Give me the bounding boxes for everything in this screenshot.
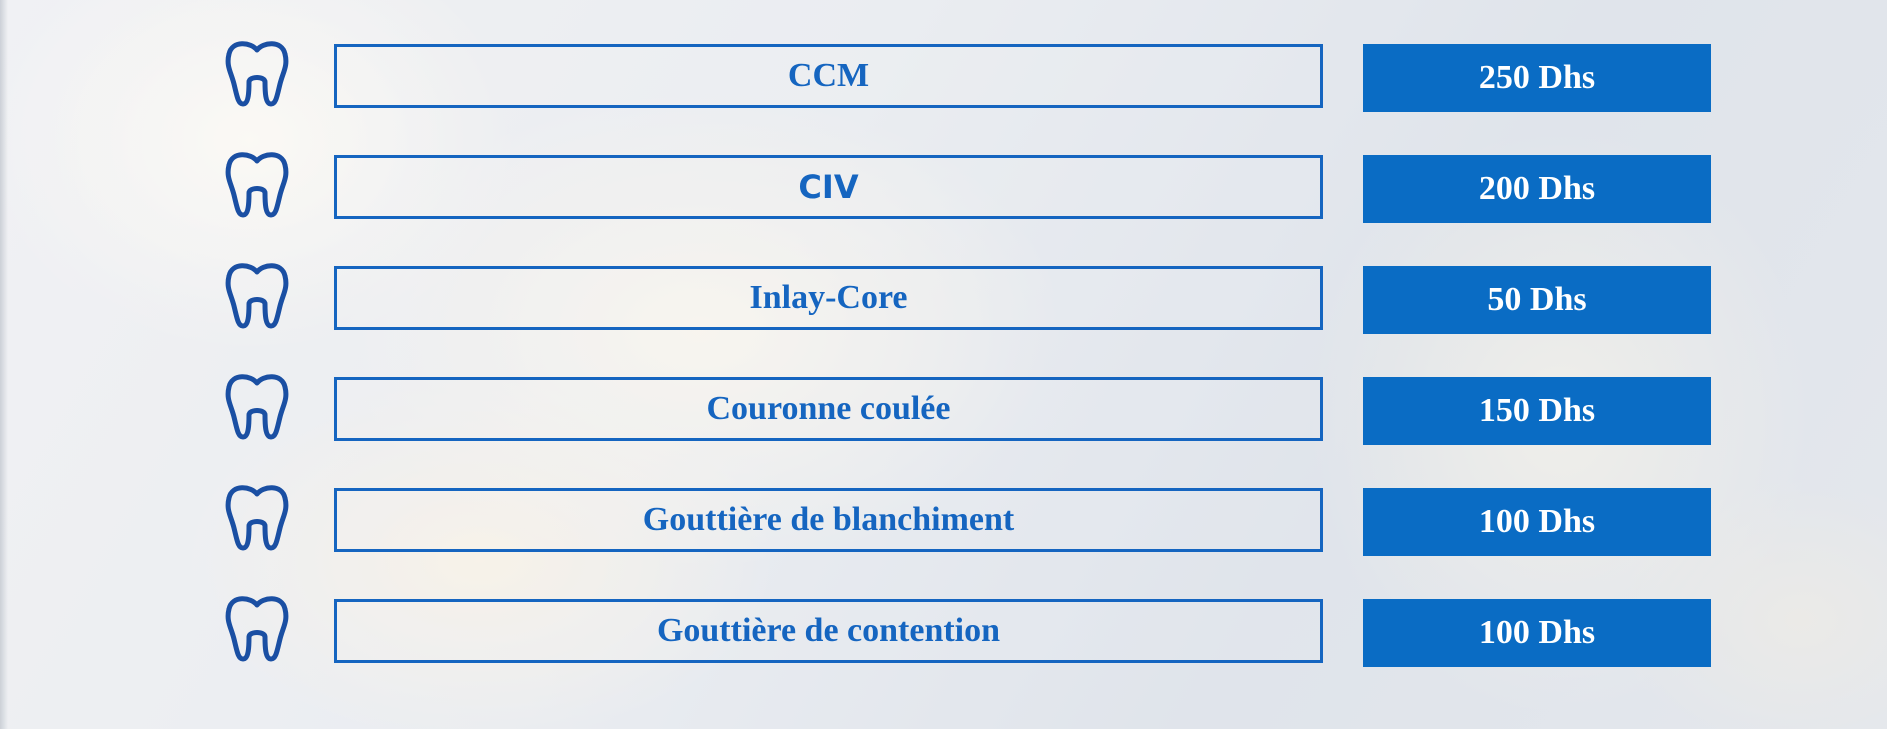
price-row: Inlay-Core 50 Dhs [0,260,1887,334]
service-name: Gouttière de contention [334,599,1323,663]
service-price: 100 Dhs [1363,488,1711,556]
price-row: Couronne coulée 150 Dhs [0,371,1887,445]
tooth-icon [220,149,294,221]
tooth-icon [220,260,294,332]
service-name: CCM [334,44,1323,108]
price-row: Gouttière de contention 100 Dhs [0,593,1887,667]
price-row: CCM 250 Dhs [0,38,1887,112]
tooth-icon [220,593,294,665]
service-price: 100 Dhs [1363,599,1711,667]
service-name: Couronne coulée [334,377,1323,441]
tooth-icon [220,38,294,110]
service-price: 50 Dhs [1363,266,1711,334]
service-name: CIV [334,155,1323,219]
service-price: 250 Dhs [1363,44,1711,112]
service-name: Gouttière de blanchiment [334,488,1323,552]
tooth-icon [220,371,294,443]
service-price: 200 Dhs [1363,155,1711,223]
price-row: Gouttière de blanchiment 100 Dhs [0,482,1887,556]
left-edge-shadow [0,0,8,729]
service-name: Inlay-Core [334,266,1323,330]
service-price: 150 Dhs [1363,377,1711,445]
price-row: CIV 200 Dhs [0,149,1887,223]
tooth-icon [220,482,294,554]
